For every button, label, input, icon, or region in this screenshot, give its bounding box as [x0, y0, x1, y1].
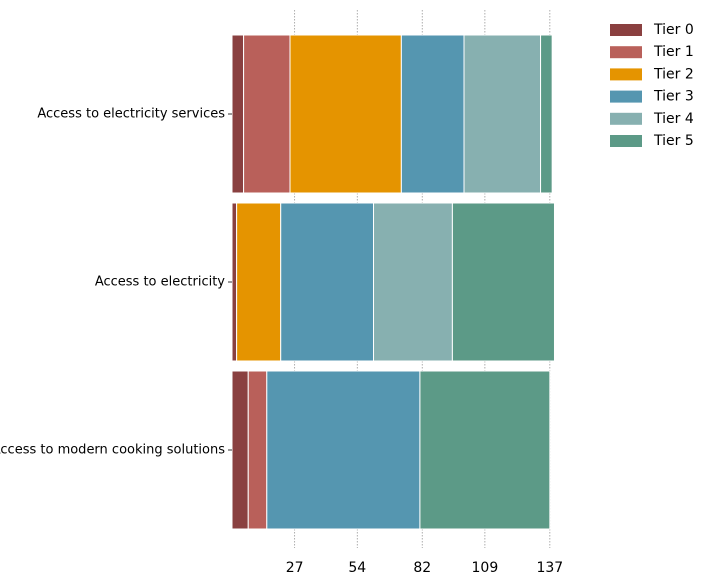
legend-swatch-tier-5	[610, 135, 642, 147]
bar-segment-tier-5	[419, 370, 551, 530]
category-label: Access to electricity services	[37, 107, 225, 122]
category-label: Access to modern cooking solutions	[0, 443, 225, 458]
bar-segment-tier-1	[243, 34, 291, 194]
legend: Tier 0 Tier 1 Tier 2 Tier 3 Tier 4 Tier 5	[610, 22, 694, 149]
bars-layer	[231, 34, 555, 530]
legend-label: Tier 0	[653, 22, 694, 38]
legend-label: Tier 3	[653, 89, 694, 105]
legend-label: Tier 1	[653, 44, 694, 60]
legend-label: Tier 5	[653, 133, 694, 149]
bar-segment-tier-3	[400, 34, 465, 194]
category-labels: Access to electricity services Access to …	[0, 107, 232, 458]
x-tick-label: 27	[286, 560, 304, 576]
legend-swatch-tier-2	[610, 68, 642, 81]
bar-segment-tier-4	[463, 34, 542, 194]
bar-segment-tier-3	[266, 370, 421, 530]
x-axis-ticks: 27 54 82 109 137	[286, 560, 563, 576]
legend-label: Tier 4	[653, 111, 694, 127]
bar-segment-tier-0	[231, 370, 249, 530]
bar-segment-tier-1	[247, 370, 268, 530]
legend-swatch-tier-3	[610, 90, 642, 103]
bar-segment-tier-5	[451, 202, 555, 362]
legend-label: Tier 2	[653, 66, 694, 82]
category-label: Access to electricity	[95, 275, 225, 290]
bar-segment-tier-5	[540, 34, 553, 194]
x-tick-label: 137	[536, 560, 563, 576]
bar-segment-tier-2	[236, 202, 282, 362]
bar-segment-tier-4	[373, 202, 453, 362]
bar-segment-tier-0	[231, 34, 245, 194]
bar-segment-tier-2	[289, 34, 402, 194]
x-tick-label: 54	[348, 560, 366, 576]
bar-segment-tier-0	[231, 202, 238, 362]
legend-swatch-tier-4	[610, 112, 642, 125]
legend-swatch-tier-0	[610, 24, 642, 36]
legend-swatch-tier-1	[610, 46, 642, 59]
x-tick-label: 109	[472, 560, 499, 576]
x-tick-label: 82	[413, 560, 431, 576]
bar-segment-tier-3	[280, 202, 375, 362]
